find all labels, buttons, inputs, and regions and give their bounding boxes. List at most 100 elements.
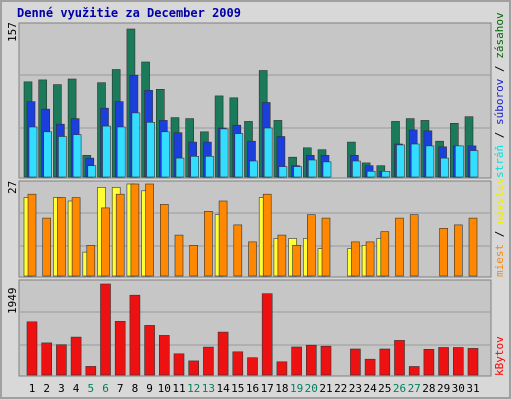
bar-middle-miest-13 [204, 211, 213, 277]
bar-top-stráň-2 [43, 131, 53, 178]
bar-middle-miest-19 [292, 245, 301, 277]
x-tick-label-12: 12 [187, 382, 200, 395]
bar-top-stráň-27 [410, 143, 420, 178]
x-tick-label-8: 8 [132, 382, 139, 395]
bar-top-stráň-15 [234, 133, 244, 178]
bar-middle-miest-31 [468, 217, 478, 277]
bar-top-stráň-14 [219, 128, 229, 178]
bar-top-stráň-21 [322, 161, 332, 178]
bar-bottom-kBytov-14 [217, 331, 229, 376]
legend-text: / [493, 224, 506, 244]
x-tick-label-10: 10 [158, 382, 171, 395]
bar-bottom-kBytov-9 [144, 325, 155, 376]
bar-top-stráň-18 [278, 166, 288, 178]
x-tick-label-19: 19 [290, 382, 303, 395]
bar-bottom-kBytov-1 [26, 321, 38, 376]
x-tick-label-18: 18 [275, 382, 288, 395]
bar-bottom-kBytov-4 [70, 336, 82, 376]
x-tick-label-6: 6 [102, 382, 109, 395]
bar-top-stráň-29 [440, 157, 449, 178]
legend-top: stráň / súborov / zásahov [493, 12, 506, 178]
legend-text: návštev [493, 177, 506, 224]
bar-top-stráň-17 [263, 127, 273, 178]
bar-bottom-kBytov-31 [467, 348, 479, 376]
bar-bottom-kBytov-28 [423, 348, 435, 376]
bottom-ymax-label: 1949 [6, 288, 19, 315]
bar-bottom-kBytov-8 [129, 294, 141, 376]
bar-bottom-kBytov-19 [291, 346, 302, 376]
bar-top-stráň-3 [58, 136, 67, 178]
x-tick-label-16: 16 [246, 382, 259, 395]
x-tick-label-26: 26 [393, 382, 406, 395]
bar-bottom-kBytov-10 [159, 335, 170, 376]
bar-top-stráň-10 [161, 131, 170, 178]
bar-bottom-kBytov-13 [203, 346, 214, 376]
x-tick-label-15: 15 [231, 382, 244, 395]
bar-middle-miest-3 [57, 197, 66, 277]
bar-middle-miest-4 [71, 197, 81, 277]
bar-top-stráň-31 [469, 150, 479, 178]
legend-text: / [493, 125, 506, 145]
x-tick-label-4: 4 [73, 382, 80, 395]
bar-top-stráň-26 [396, 144, 405, 178]
legend-text: / [493, 59, 506, 79]
bar-bottom-kBytov-17 [261, 293, 273, 376]
x-tick-label-13: 13 [202, 382, 215, 395]
bar-bottom-kBytov-25 [379, 348, 391, 376]
bar-bottom-kBytov-5 [85, 366, 97, 376]
bar-top-stráň-23 [352, 160, 361, 178]
bar-middle-miest-6 [101, 207, 110, 277]
middle-ymax-label: 27 [6, 181, 19, 194]
bar-middle-miest-23 [351, 241, 360, 277]
x-tick-label-22: 22 [334, 382, 347, 395]
bar-middle-miest-29 [439, 228, 448, 277]
x-tick-label-2: 2 [43, 382, 50, 395]
bar-middle-miest-11 [174, 234, 184, 277]
bar-middle-miest-27 [409, 214, 419, 277]
bar-top-stráň-9 [146, 122, 155, 178]
legend-text: súborov [493, 78, 506, 125]
bar-bottom-kBytov-6 [100, 283, 111, 376]
bar-middle-miest-9 [145, 183, 154, 277]
x-tick-label-20: 20 [305, 382, 318, 395]
bar-top-stráň-1 [28, 126, 38, 178]
x-tick-label-31: 31 [466, 382, 479, 395]
bar-bottom-kBytov-2 [41, 342, 53, 376]
legend-bottom: kBytov [493, 336, 506, 376]
bar-top-stráň-30 [454, 145, 464, 178]
x-tick-label-9: 9 [146, 382, 153, 395]
bar-top-stráň-4 [72, 134, 82, 178]
x-tick-label-24: 24 [363, 382, 377, 395]
bar-top-stráň-6 [102, 125, 111, 178]
top-ymax-label: 157 [6, 22, 19, 42]
legend-text: zásahov [493, 12, 506, 59]
bar-middle-miest-14 [218, 200, 228, 277]
x-tick-label-11: 11 [172, 382, 185, 395]
x-tick-label-1: 1 [29, 382, 36, 395]
bar-middle-miest-21 [321, 217, 331, 277]
x-tick-label-17: 17 [261, 382, 274, 395]
legend-middle: miest / návštev [493, 177, 506, 277]
x-tick-label-27: 27 [408, 382, 421, 395]
x-tick-label-7: 7 [117, 382, 124, 395]
legend-text: stráň [493, 145, 506, 178]
bar-middle-miest-15 [233, 224, 243, 277]
bar-bottom-kBytov-20 [305, 344, 317, 376]
bar-top-stráň-19 [293, 166, 302, 178]
x-tick-label-25: 25 [378, 382, 391, 395]
bar-bottom-kBytov-23 [350, 348, 361, 376]
bar-bottom-kBytov-30 [452, 347, 464, 376]
bar-middle-miest-26 [395, 217, 404, 277]
bar-bottom-kBytov-12 [188, 360, 199, 376]
bar-middle-miest-2 [42, 217, 52, 277]
bar-middle-miest-1 [27, 193, 37, 277]
bar-top-stráň-7 [116, 126, 126, 178]
bar-bottom-kBytov-3 [56, 344, 67, 376]
bar-bottom-kBytov-29 [438, 347, 449, 376]
bar-middle-miest-10 [160, 204, 169, 277]
x-tick-label-23: 23 [349, 382, 362, 395]
x-tick-label-5: 5 [87, 382, 94, 395]
bar-top-stráň-8 [131, 112, 141, 178]
legend-text: miest [493, 244, 506, 277]
